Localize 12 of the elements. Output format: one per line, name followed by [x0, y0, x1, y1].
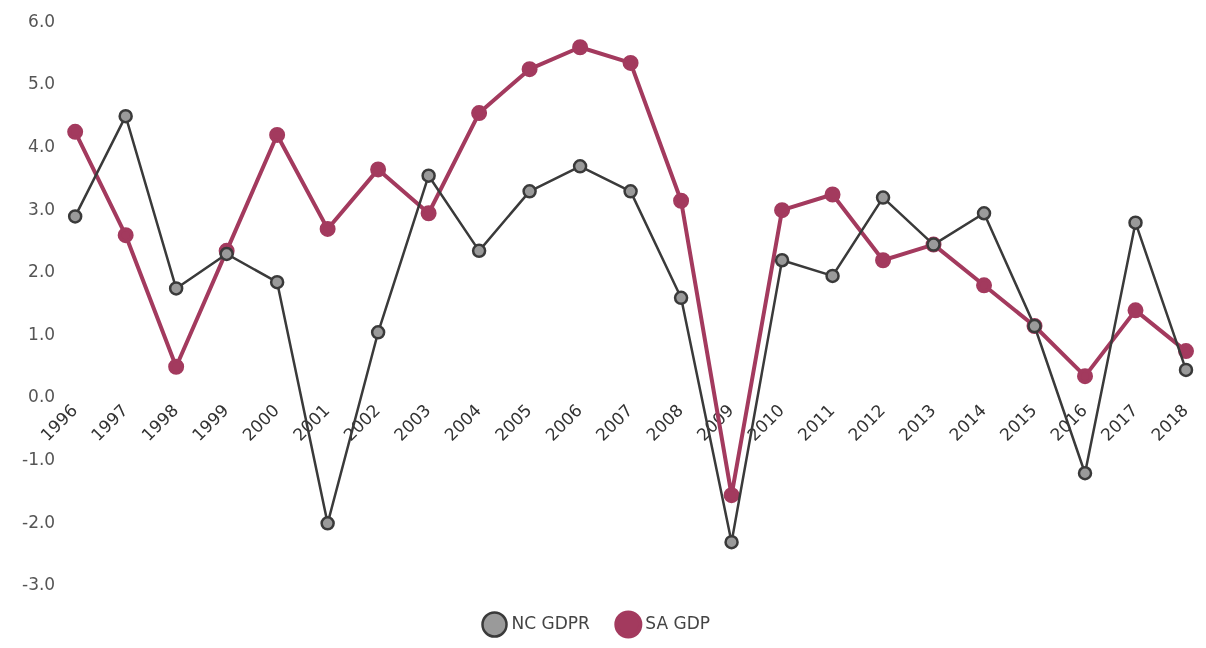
- legend-label: NC GDPR: [511, 612, 591, 633]
- y-tick-label: 0.0: [28, 386, 56, 407]
- y-tick-label: -1.0: [22, 449, 56, 470]
- y-tick-label: 5.0: [28, 73, 56, 94]
- y-tick-label: 4.0: [28, 135, 56, 156]
- y-tick-label: 2.0: [28, 261, 56, 282]
- y-tick-label: -2.0: [22, 511, 56, 532]
- y-tick-label: 6.0: [28, 10, 56, 31]
- y-tick-label: 3.0: [28, 198, 56, 219]
- y-tick-label: 1.0: [28, 323, 56, 344]
- y-tick-label: -3.0: [22, 574, 56, 595]
- legend-label: SA GDP: [645, 612, 710, 633]
